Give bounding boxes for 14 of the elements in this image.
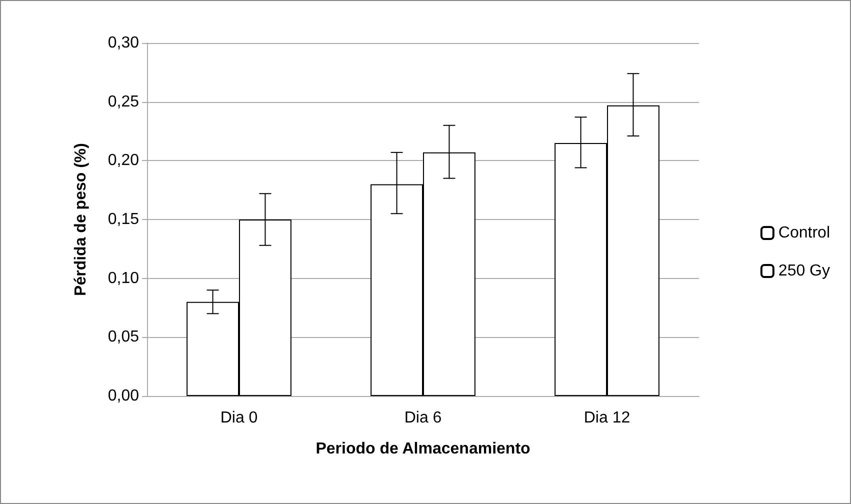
y-tick-label: 0,20 xyxy=(108,152,140,170)
y-tick-label: 0,15 xyxy=(108,211,140,228)
legend-label: Control xyxy=(778,224,830,242)
legend-label: 250 Gy xyxy=(778,262,830,280)
x-tick-label: Dia 0 xyxy=(220,410,258,426)
y-axis-title: Pérdida de peso (%) xyxy=(72,143,90,296)
y-tick-label: 0,00 xyxy=(108,388,140,404)
y-tick-label: 0,10 xyxy=(108,270,140,287)
y-tick-label: 0,30 xyxy=(108,34,140,52)
x-tick-label: Dia 12 xyxy=(584,410,630,426)
y-tick-label: 0,05 xyxy=(108,328,140,346)
x-axis-title: Periodo de Almacenamiento xyxy=(316,440,531,458)
x-tick-label: Dia 6 xyxy=(404,410,442,426)
y-tick-label: 0,25 xyxy=(108,93,140,110)
